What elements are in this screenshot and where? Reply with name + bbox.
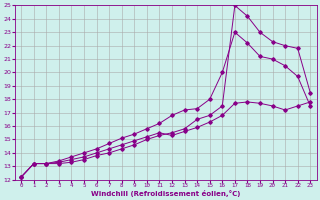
X-axis label: Windchill (Refroidissement éolien,°C): Windchill (Refroidissement éolien,°C) [91,190,240,197]
